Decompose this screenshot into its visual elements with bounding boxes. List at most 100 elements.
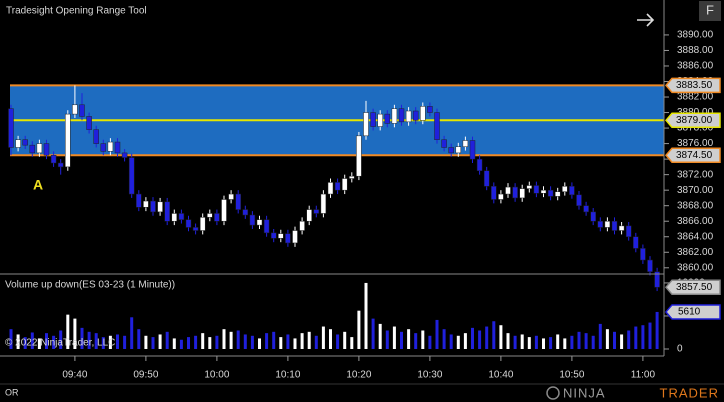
volume-bar: [208, 337, 212, 349]
volume-bar: [144, 335, 148, 349]
volume-bar: [279, 337, 283, 349]
x-tick-label: 10:10: [275, 370, 300, 381]
x-tick-label: 10:00: [204, 370, 229, 381]
volume-bar: [350, 337, 354, 349]
arrow-icon[interactable]: [637, 13, 655, 27]
candle-body: [171, 213, 178, 222]
last-volume-label: 5610: [678, 307, 701, 318]
toolbar-button-label[interactable]: F: [706, 2, 714, 17]
volume-bar: [37, 338, 41, 349]
candle-body: [242, 209, 249, 216]
volume-bar: [648, 322, 652, 349]
candle-body: [86, 116, 92, 130]
candle-body: [93, 129, 99, 144]
candle-body: [569, 186, 575, 196]
volume-bar: [66, 314, 70, 349]
candle-body: [320, 193, 327, 214]
volume-bar: [329, 329, 332, 349]
candle-body: [576, 194, 582, 206]
candle-body: [455, 146, 462, 154]
candle-body: [178, 213, 185, 220]
volume-bar: [80, 327, 84, 349]
volume-bar: [108, 335, 112, 349]
candle-body: [562, 186, 568, 192]
volume-bar: [584, 333, 588, 349]
candle-body: [128, 157, 135, 195]
volume-bar: [449, 334, 453, 349]
x-tick-label: 10:40: [488, 370, 513, 381]
toolbar-button[interactable]: [699, 1, 721, 21]
volume-bar: [556, 334, 560, 349]
range-mid-tag-box: [665, 112, 721, 129]
candle-body: [625, 225, 632, 237]
volume-bar: [222, 329, 226, 349]
volume-bar: [201, 333, 205, 349]
candle-body: [512, 186, 518, 199]
volume-bar: [605, 329, 609, 349]
candle-body: [65, 113, 71, 168]
volume-bar: [272, 331, 276, 349]
volume-bar: [620, 334, 624, 349]
volume-bar: [392, 326, 396, 349]
candle-body: [36, 143, 43, 154]
volume-bar: [591, 335, 595, 349]
candle-body: [150, 200, 156, 213]
x-tick-label: 11:00: [631, 370, 656, 381]
candle-body: [533, 185, 540, 194]
y-tick-label: 3860.00: [677, 262, 714, 273]
volume-bar: [215, 335, 219, 349]
volume-bar: [463, 333, 467, 349]
candle-body: [427, 106, 433, 113]
candle-body: [235, 193, 241, 210]
candle-body: [356, 135, 362, 177]
volume-bar: [364, 282, 368, 349]
candle-body: [640, 248, 646, 261]
candle-body: [391, 108, 398, 124]
volume-bar: [265, 333, 269, 349]
candle-body: [526, 185, 533, 189]
volume-bar: [314, 335, 318, 349]
candle-body: [164, 201, 170, 222]
x-tick-label: 10:30: [417, 370, 442, 381]
candle-body: [270, 232, 277, 239]
volume-bar: [45, 333, 48, 349]
volume-bar: [385, 330, 389, 349]
volume-bar: [407, 329, 411, 349]
status-text: OR: [5, 387, 19, 397]
volume-bar: [52, 335, 56, 349]
candle-body: [249, 214, 256, 226]
annotation: A: [33, 177, 43, 193]
candle-body: [228, 193, 234, 200]
volume-bar: [187, 337, 190, 349]
volume-bar: [59, 330, 63, 349]
candle-body: [50, 154, 57, 164]
range-low-tag-box: [665, 147, 721, 163]
volume-bar: [655, 311, 659, 349]
range-low-tag-label: 3874.50: [676, 150, 713, 161]
volume-bar: [534, 335, 538, 349]
y-tick-label: 3870.00: [677, 185, 714, 196]
x-tick-label: 10:50: [559, 370, 584, 381]
volume-bar: [194, 335, 198, 349]
candle-body: [341, 178, 348, 191]
y-tick-label: 3864.00: [677, 231, 714, 242]
volume-bar: [30, 332, 34, 349]
candle-body: [583, 205, 589, 213]
volume-bar: [442, 329, 446, 349]
candle-body: [611, 220, 618, 231]
volume-bar: [641, 325, 645, 349]
volume-bar: [542, 338, 545, 349]
x-tick-label: 09:40: [62, 370, 87, 381]
candle-body: [263, 219, 270, 234]
volume-bar: [258, 338, 261, 349]
y-tick-label: 3888.00: [677, 45, 714, 56]
volume-bar: [116, 334, 119, 349]
volume-bar: [421, 330, 425, 349]
last-volume-box: [665, 304, 721, 320]
candle-body: [43, 143, 50, 156]
candle-body: [363, 112, 369, 137]
range-high-tag-box: [665, 77, 721, 94]
volume-bar: [400, 331, 403, 349]
volume-bar: [357, 310, 361, 349]
